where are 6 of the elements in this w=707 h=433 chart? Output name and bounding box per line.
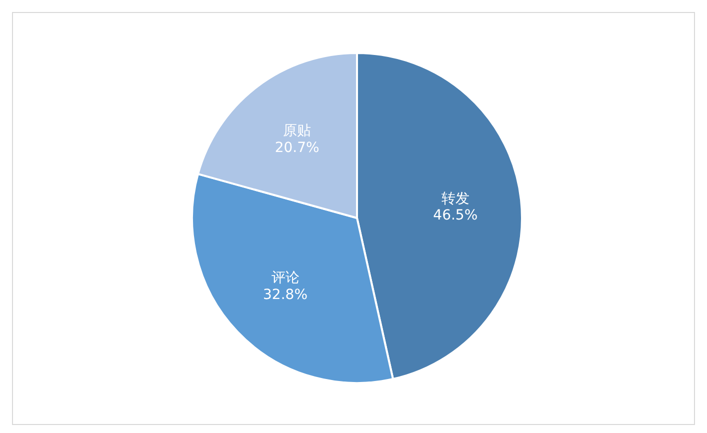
data-label: 46.5% [433, 208, 478, 224]
slice-label: 原贴 [283, 123, 312, 140]
data-label: 20.7% [274, 140, 320, 156]
data-label: 32.8% [263, 286, 308, 303]
slice-label: 转发 [441, 190, 470, 207]
slice-label: 评论 [271, 270, 300, 286]
